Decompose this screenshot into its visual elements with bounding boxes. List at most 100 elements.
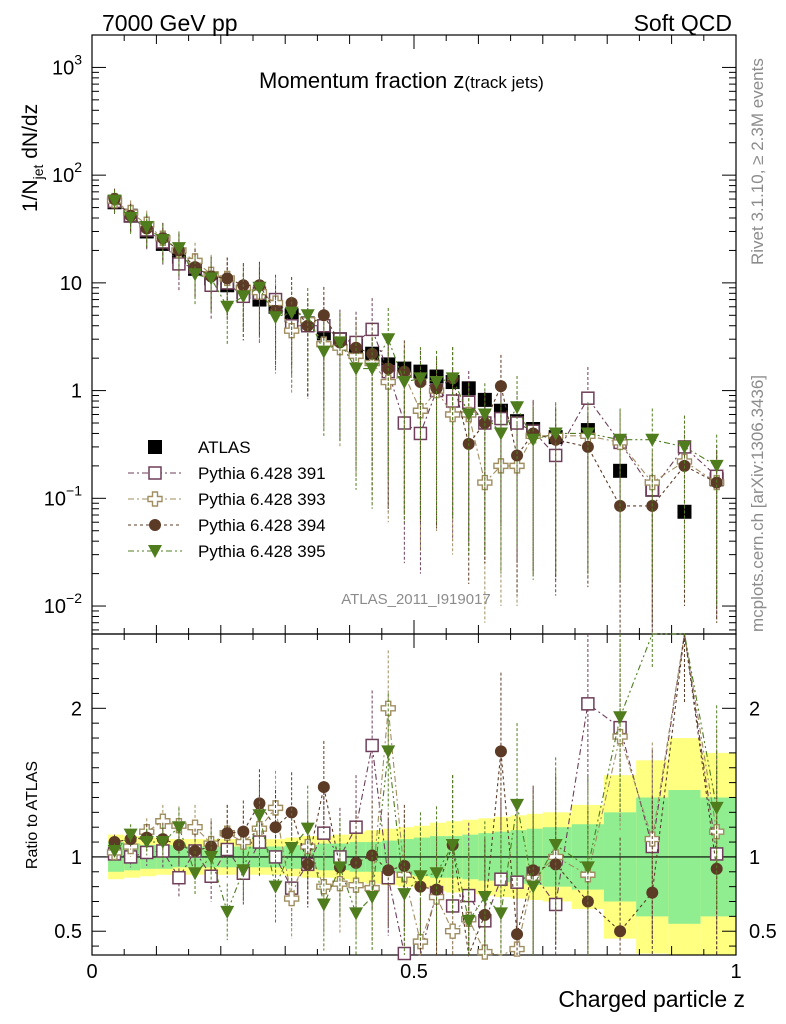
data-point bbox=[317, 309, 330, 322]
legend-marker bbox=[149, 519, 161, 531]
data-point bbox=[171, 242, 186, 256]
ratio-data-point bbox=[414, 880, 427, 893]
x-tick-label: 0.5 bbox=[400, 961, 428, 983]
ratio-y-tick-label-right: 1 bbox=[749, 847, 760, 869]
data-point bbox=[511, 449, 524, 462]
ratio-data-point bbox=[205, 840, 218, 853]
ratio-data-point bbox=[366, 849, 379, 862]
data-point bbox=[283, 322, 300, 339]
ratio-data-point bbox=[268, 880, 283, 894]
data-point bbox=[381, 333, 396, 347]
data-point bbox=[188, 268, 203, 282]
main-panel-marks bbox=[106, 188, 725, 634]
ratio-y-tick-label: 0.5 bbox=[54, 921, 82, 943]
analysis-watermark: ATLAS_2011_I919017 bbox=[341, 591, 491, 608]
y-tick-base: 1 bbox=[71, 381, 82, 403]
data-point bbox=[526, 433, 541, 447]
ratio-data-point bbox=[526, 880, 541, 894]
ratio-data-point bbox=[171, 821, 186, 835]
data-point bbox=[284, 306, 299, 320]
ratio-data-point bbox=[285, 806, 298, 819]
ratio-data-point bbox=[581, 697, 595, 711]
data-point bbox=[349, 362, 364, 376]
ratio-panel-marks bbox=[106, 633, 725, 961]
ratio-data-point bbox=[381, 745, 396, 759]
series-line bbox=[114, 200, 717, 467]
ratio-data-point bbox=[204, 850, 219, 864]
ylabel-sub: jet bbox=[30, 165, 46, 181]
data-point bbox=[268, 311, 283, 325]
ratio-data-point bbox=[317, 781, 330, 794]
ratio-data-point bbox=[284, 842, 299, 855]
rivet-label: Rivet 3.1.10, ≥ 2.3M events bbox=[748, 58, 767, 265]
ratio-data-point bbox=[493, 907, 508, 921]
y-tick-exp: −2 bbox=[66, 590, 82, 606]
ratio-uncertainty-bands bbox=[108, 738, 736, 955]
ratio-data-point bbox=[613, 711, 628, 725]
y-tick-base: 10 bbox=[60, 273, 82, 295]
data-point bbox=[380, 374, 396, 390]
ratio-data-point bbox=[252, 809, 267, 823]
ratio-data-point bbox=[365, 891, 380, 905]
data-point bbox=[478, 417, 491, 430]
ratio-data-point bbox=[644, 831, 660, 847]
legend-label: ATLAS bbox=[198, 438, 251, 457]
data-point bbox=[221, 272, 234, 285]
ratio-data-point bbox=[413, 870, 428, 884]
data-point bbox=[494, 380, 507, 393]
ratio-series-3 bbox=[107, 633, 724, 955]
ratio-data-point bbox=[477, 891, 492, 905]
data-point bbox=[477, 408, 492, 422]
ratio-data-point bbox=[204, 869, 218, 883]
y-tick-label: 10 bbox=[60, 273, 82, 295]
ratio-data-point bbox=[155, 813, 171, 829]
ratio-data-point bbox=[236, 864, 251, 878]
y-tick-label: 103 bbox=[52, 51, 82, 79]
ratio-data-point bbox=[187, 819, 203, 835]
ratio-data-point bbox=[511, 928, 524, 941]
ratio-data-point bbox=[709, 801, 724, 815]
data-point bbox=[580, 427, 595, 441]
data-point bbox=[236, 290, 251, 304]
ratio-data-point bbox=[382, 864, 395, 877]
ratio-data-point bbox=[316, 898, 331, 912]
y-tick-label: 10−2 bbox=[44, 590, 82, 618]
data-point bbox=[445, 372, 460, 386]
main-title: Momentum fraction z(track jets) bbox=[259, 68, 544, 93]
ratio-data-point bbox=[478, 908, 491, 921]
y-tick-exp: −1 bbox=[66, 482, 82, 498]
ratio-data-point bbox=[300, 822, 315, 836]
data-point bbox=[645, 433, 660, 447]
header-right: Soft QCD bbox=[634, 10, 732, 36]
data-point bbox=[413, 372, 428, 386]
data-point bbox=[429, 376, 444, 390]
data-point bbox=[300, 309, 315, 323]
ratio-data-point bbox=[444, 923, 461, 939]
ratio-data-point bbox=[348, 877, 364, 893]
data-point bbox=[510, 401, 525, 415]
ratio-data-point bbox=[494, 745, 507, 758]
data-point bbox=[461, 395, 476, 409]
data-point bbox=[709, 459, 724, 473]
y-tick-exp: 3 bbox=[74, 51, 82, 67]
ratio-data-point bbox=[221, 827, 234, 840]
data-point bbox=[397, 376, 412, 390]
ratio-data-point bbox=[527, 864, 540, 877]
ratio-data-point bbox=[188, 867, 203, 881]
legend-marker bbox=[147, 491, 163, 507]
title-main: Momentum fraction z bbox=[259, 68, 464, 93]
ratio-data-point bbox=[580, 861, 595, 875]
data-point bbox=[350, 341, 363, 354]
y-tick-base: 10 bbox=[52, 165, 74, 187]
data-point bbox=[204, 272, 219, 286]
ylabel-main: 1/N bbox=[19, 179, 42, 212]
data-point bbox=[581, 440, 594, 453]
legend-label: Pythia 6.428 394 bbox=[198, 516, 326, 535]
ratio-data-point bbox=[429, 867, 444, 881]
ratio-y-tick-label-right: 0.5 bbox=[749, 921, 777, 943]
ratio-data-point bbox=[155, 836, 170, 850]
y-tick-label: 10−1 bbox=[44, 482, 82, 510]
data-point bbox=[123, 212, 138, 226]
